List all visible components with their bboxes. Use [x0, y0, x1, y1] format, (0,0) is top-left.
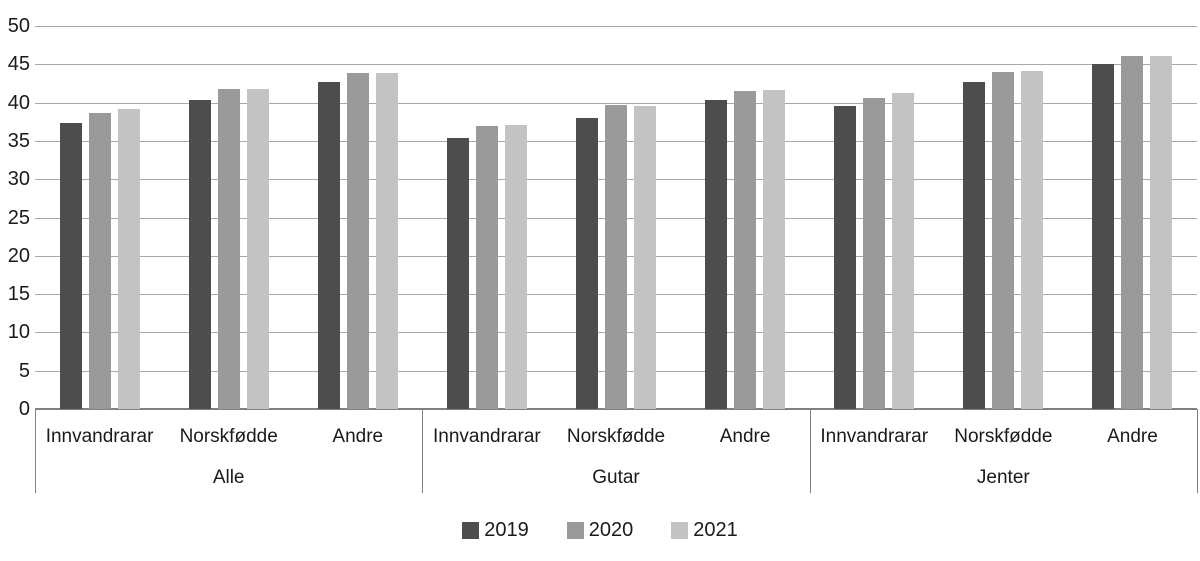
- gridline: [35, 102, 1197, 104]
- bar-2021-alle-andre: [375, 72, 398, 409]
- group-divider: [1197, 409, 1198, 493]
- y-axis-tick-label: 0: [18, 398, 30, 420]
- y-axis-tick-label: 20: [7, 244, 30, 267]
- x-axis-category-label: Innvandrarar: [433, 426, 541, 447]
- y-axis-tick-label: 45: [7, 53, 30, 76]
- bar-2020-gutar-andre: [734, 91, 757, 409]
- bar-2020-gutar-innvandrarar: [475, 126, 498, 409]
- legend-item-2019: 2019: [462, 519, 529, 542]
- bar-2020-jenter-innvandrarar: [863, 98, 886, 409]
- group-divider: [810, 409, 811, 493]
- legend-item-2020: 2020: [566, 519, 634, 542]
- y-axis-tick-label: 40: [7, 91, 30, 114]
- bar-2021-gutar-innvandrarar: [504, 124, 527, 409]
- bar-2021-gutar-andre: [763, 89, 786, 409]
- bar-2019-jenter-innvandrarar: [834, 105, 857, 409]
- group-divider: [422, 409, 423, 493]
- bar-2020-alle-innvandrarar: [88, 112, 111, 409]
- legend-swatch-icon: [462, 522, 480, 539]
- x-axis-group-label: Jenter: [976, 467, 1030, 488]
- bar-2021-jenter-norskfødde: [1021, 71, 1044, 409]
- y-axis-tick-label: 25: [7, 206, 30, 229]
- bar-2019-jenter-norskfødde: [963, 81, 986, 409]
- legend-label: 2020: [588, 519, 634, 541]
- x-axis-category-label: Andre: [1107, 426, 1158, 447]
- bar-2019-alle-andre: [317, 81, 340, 409]
- bar-2020-jenter-andre: [1121, 55, 1144, 409]
- x-axis-category-label: Innvandrarar: [45, 426, 154, 447]
- gridline: [35, 26, 1197, 27]
- bar-2019-gutar-innvandrarar: [446, 137, 469, 409]
- legend-swatch-icon: [566, 522, 584, 539]
- x-axis-category-label: Norskfødde: [566, 426, 666, 447]
- bar-2019-gutar-norskfødde: [576, 117, 598, 409]
- bar-2020-gutar-norskfødde: [605, 104, 627, 409]
- x-axis-category-label: Andre: [332, 426, 384, 447]
- legend-label: 2019: [484, 519, 529, 541]
- x-axis-category-label: Innvandrarar: [820, 426, 929, 447]
- legend-item-2021: 2021: [671, 519, 738, 542]
- chart-legend: 2019 2020 2021: [0, 519, 1200, 542]
- bar-2019-jenter-andre: [1092, 64, 1115, 409]
- y-axis-tick-label: 10: [7, 321, 30, 344]
- x-axis-category-label: Norskfødde: [179, 426, 278, 447]
- bar-2020-alle-norskfødde: [217, 88, 240, 409]
- y-axis-tick-label: 15: [7, 283, 30, 306]
- bar-2021-alle-norskfødde: [246, 88, 269, 409]
- group-divider: [35, 409, 36, 493]
- bar-2021-jenter-andre: [1150, 55, 1173, 409]
- bar-2019-alle-norskfødde: [188, 100, 211, 409]
- legend-label: 2021: [693, 519, 738, 541]
- y-axis-tick-label: 5: [18, 359, 30, 382]
- bar-2021-alle-innvandrarar: [117, 109, 140, 409]
- bar-2020-jenter-norskfødde: [992, 71, 1015, 409]
- bar-2021-jenter-innvandrarar: [892, 92, 915, 409]
- x-axis-group-label: Alle: [212, 467, 245, 488]
- x-axis-group-label: Gutar: [592, 467, 640, 488]
- y-axis-tick-label: 35: [7, 129, 30, 152]
- gridline: [35, 64, 1197, 66]
- x-axis-category-label: Andre: [719, 426, 771, 447]
- y-axis-tick-label: 50: [7, 15, 30, 37]
- bar-2021-gutar-norskfødde: [634, 106, 656, 409]
- x-axis-category-label: Norskfødde: [954, 426, 1053, 447]
- x-axis-line: [35, 408, 1197, 410]
- legend-swatch-icon: [671, 522, 689, 539]
- bar-2019-gutar-andre: [705, 100, 728, 409]
- bar-2020-alle-andre: [346, 72, 369, 409]
- y-axis-tick-label: 30: [7, 168, 30, 191]
- bar-2019-alle-innvandrarar: [59, 122, 82, 409]
